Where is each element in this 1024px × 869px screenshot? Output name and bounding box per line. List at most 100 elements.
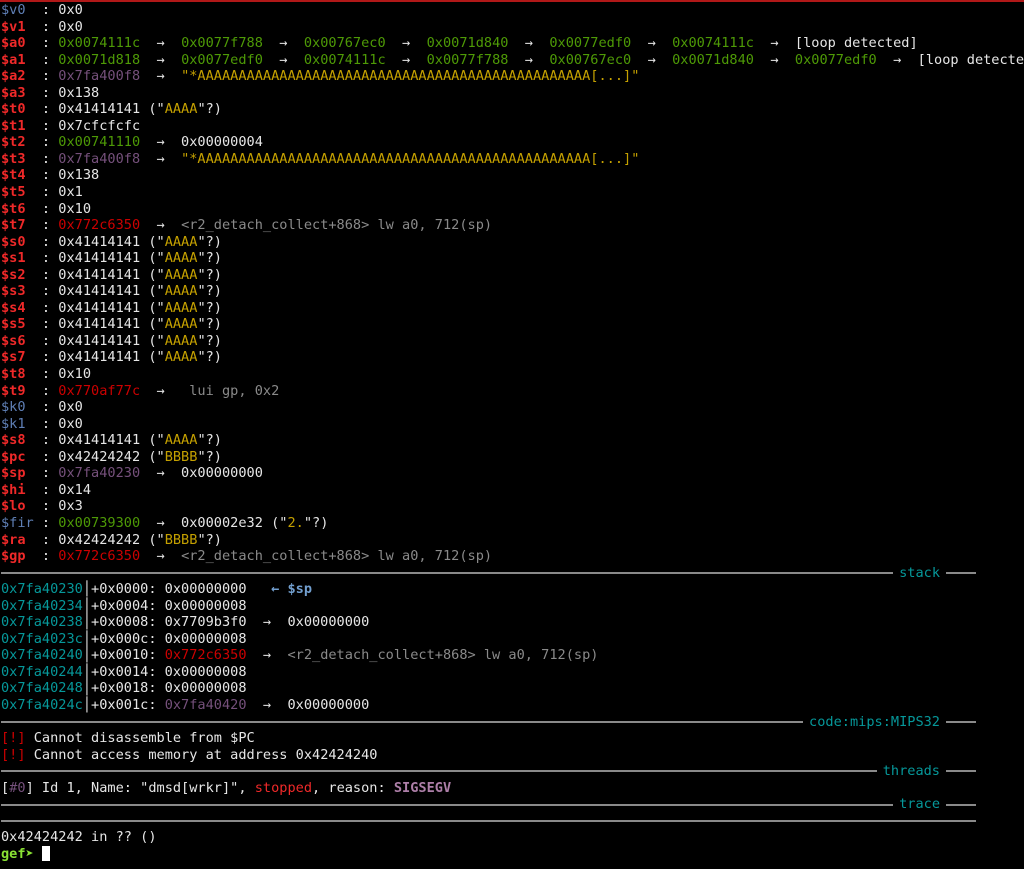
text-segment: $s4	[1, 299, 42, 316]
text-segment: 0x0077edf0	[181, 51, 263, 68]
text-segment: : 0x41414141 ("	[41, 283, 165, 300]
text-segment: →	[262, 35, 304, 52]
text-segment: 0x0071d818	[58, 51, 141, 68]
section-separator	[1, 813, 976, 830]
text-segment: 0x7fa40234	[1, 597, 83, 614]
terminal-line: $t9 : 0x770af77c → lui gp, 0x2	[1, 383, 1024, 400]
text-segment: : 0x138	[41, 84, 100, 101]
divider	[1, 803, 894, 806]
text-segment: 0x7fa40230	[58, 465, 141, 482]
text-segment: : 0x1	[41, 184, 83, 201]
text-segment: $ra	[1, 531, 42, 548]
text-segment: $a3	[1, 84, 42, 101]
text-segment: <r2_detach_collect+868> lw a0, 712(sp)	[181, 217, 493, 234]
text-segment: │+0x001c:	[82, 696, 165, 713]
text-segment: AAAA	[164, 316, 198, 333]
text-segment: AAAA	[164, 250, 198, 267]
text-segment: "?)	[197, 531, 222, 548]
text-segment: │+0x0004: 0x00000008	[82, 597, 247, 614]
text-segment: │+0x0010:	[82, 647, 165, 664]
text-segment: │+0x0014: 0x00000008	[82, 663, 247, 680]
text-segment: "?)	[197, 349, 222, 366]
text-segment: $s7	[1, 349, 42, 366]
text-segment: $hi	[1, 481, 42, 498]
terminal-line: $t8 : 0x10	[1, 366, 1024, 383]
text-segment: 0x0074111c	[672, 35, 754, 52]
terminal-line: $a2 : 0x7fa400f8 → "*AAAAAAAAAAAAAAAAAAA…	[1, 68, 1024, 85]
text-segment: :	[41, 217, 59, 234]
text-segment: 0x7fa4024c	[1, 696, 83, 713]
text-segment: $s0	[1, 233, 42, 250]
text-segment: : 0x0	[41, 399, 83, 416]
text-segment: :	[41, 382, 59, 399]
text-segment: │+0x0018: 0x00000008	[82, 680, 247, 697]
text-segment: │+0x0008: 0x7709b3f0 → 0x00000000	[82, 614, 370, 631]
section-title: threads	[882, 763, 940, 780]
text-segment: 0x7fa40238	[1, 614, 83, 631]
text-segment: →	[140, 548, 182, 565]
terminal-line: $t6 : 0x10	[1, 201, 1024, 218]
text-segment: $t0	[1, 101, 42, 118]
terminal-line: $t2 : 0x00741110 → 0x00000004	[1, 134, 1024, 151]
text-segment: "?)	[303, 514, 329, 531]
text-segment: $s8	[1, 432, 42, 449]
text-segment: → [loop detected]	[753, 35, 918, 52]
text-segment: →	[753, 51, 795, 68]
text-segment: : 0x10	[41, 200, 92, 217]
text-segment: Cannot disassemble from $PC	[25, 730, 255, 747]
text-cursor[interactable]	[41, 845, 50, 861]
text-segment: 0x0077f788	[426, 51, 509, 68]
text-segment: →	[385, 51, 427, 68]
terminal-line: $ra : 0x42424242 ("BBBB"?)	[1, 532, 1024, 549]
text-segment: :	[41, 68, 59, 85]
text-segment: $k0	[1, 399, 42, 416]
text-segment: │+0x000c: 0x00000008	[82, 630, 247, 647]
text-segment: 0x770af77c	[58, 382, 141, 399]
text-segment: AAAA	[164, 283, 198, 300]
text-segment: 0x0077f788	[181, 35, 263, 52]
text-segment: SIGSEGV	[393, 779, 452, 796]
text-segment: $v0	[1, 2, 42, 18]
text-segment: [!]	[1, 746, 26, 763]
divider	[1, 820, 976, 823]
divider	[946, 720, 976, 723]
terminal-line: 0x7fa40230│+0x0000: 0x00000000 ← $sp	[1, 581, 1024, 598]
text-segment: 0x42424242 in ?? ()	[1, 829, 157, 846]
text-segment: : 0x0	[41, 18, 83, 35]
section-title: code:mips:MIPS32	[809, 713, 940, 730]
text-segment: →	[140, 35, 182, 52]
text-segment: →	[140, 382, 190, 399]
text-segment: $t6	[1, 200, 42, 217]
text-segment: 0x0071d840	[672, 51, 754, 68]
terminal-line: $s2 : 0x41414141 ("AAAA"?)	[1, 267, 1024, 284]
text-segment: : 0x7cfcfcfc	[41, 117, 141, 134]
terminal-line: $t5 : 0x1	[1, 184, 1024, 201]
section-separator-trace: trace	[1, 796, 976, 813]
command-prompt[interactable]: gef➤	[1, 845, 1024, 863]
text-segment: $t3	[1, 150, 42, 167]
text-segment: →	[140, 51, 182, 68]
text-segment: : 0x41414141 ("	[41, 250, 165, 267]
terminal-line: 0x7fa40240│+0x0010: 0x772c6350 → <r2_det…	[1, 647, 1024, 664]
text-segment: 0x0077edf0	[794, 51, 877, 68]
text-segment: →	[508, 35, 550, 52]
terminal-line: [#0] Id 1, Name: "dmsd[wrkr]", stopped, …	[1, 780, 1024, 797]
text-segment: [	[1, 779, 10, 796]
terminal-line: $v1 : 0x0	[1, 19, 1024, 36]
text-segment: $a2	[1, 68, 42, 85]
terminal-line: $t0 : 0x41414141 ("AAAA"?)	[1, 101, 1024, 118]
terminal-line: $v0 : 0x0	[1, 2, 1024, 19]
text-segment: BBBB	[164, 531, 198, 548]
terminal-line: $k0 : 0x0	[1, 399, 1024, 416]
terminal-line: $s6 : 0x41414141 ("AAAA"?)	[1, 333, 1024, 350]
terminal-line: $lo : 0x3	[1, 498, 1024, 515]
terminal-line: $a0 : 0x0074111c → 0x0077f788 → 0x00767e…	[1, 35, 1024, 52]
text-segment: $a0	[1, 35, 42, 52]
text-segment: →	[631, 35, 673, 52]
text-segment: <r2_detach_collect+868> lw a0, 712(sp)	[287, 647, 599, 664]
text-segment: : 0x41414141 ("	[41, 349, 165, 366]
text-segment: 0x0074111c	[58, 35, 141, 52]
text-segment: :	[41, 465, 59, 482]
text-segment: 0x0071d840	[426, 35, 509, 52]
